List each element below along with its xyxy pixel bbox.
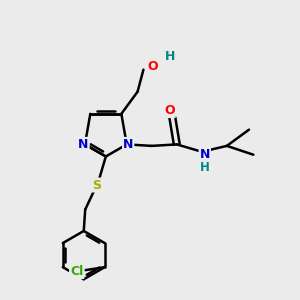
Text: S: S bbox=[92, 178, 101, 191]
Text: N: N bbox=[123, 138, 134, 151]
Text: Cl: Cl bbox=[70, 265, 83, 278]
Text: N: N bbox=[200, 148, 210, 161]
Text: O: O bbox=[147, 60, 158, 73]
Text: O: O bbox=[164, 104, 175, 117]
Text: H: H bbox=[165, 50, 175, 63]
Text: N: N bbox=[78, 138, 88, 151]
Text: H: H bbox=[200, 161, 210, 175]
